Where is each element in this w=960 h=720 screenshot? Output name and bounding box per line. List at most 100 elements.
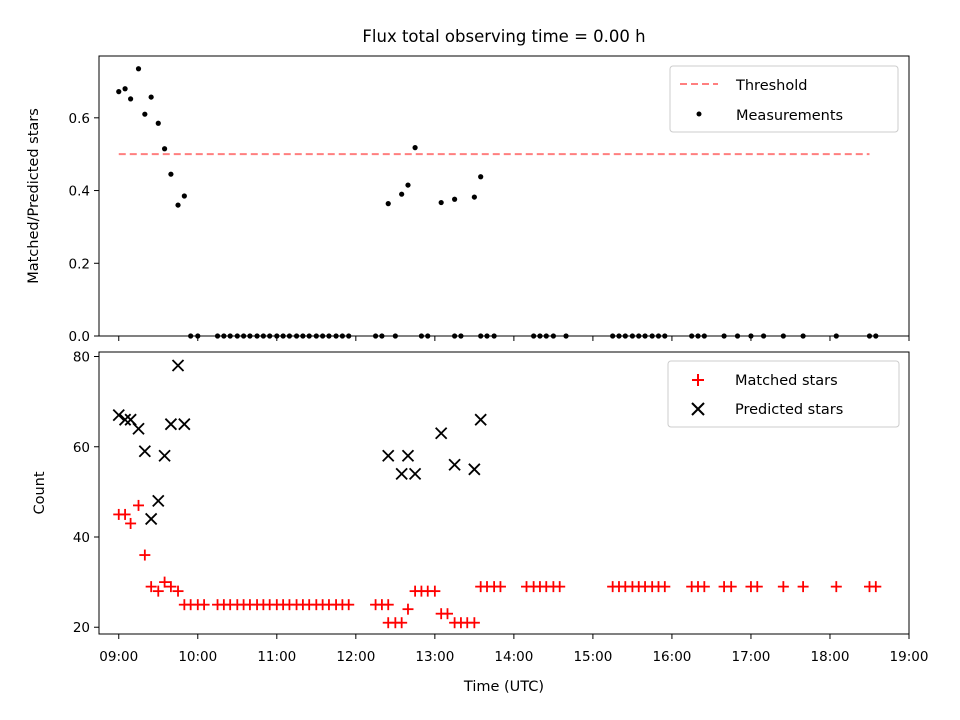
measurement-point — [405, 182, 411, 188]
top-y-tick-label: 0.0 — [69, 329, 90, 345]
matched-stars-point — [659, 581, 671, 593]
measurement-point — [471, 194, 477, 200]
predicted-stars-point — [158, 449, 171, 462]
predicted-stars-point — [152, 494, 165, 508]
matched-stars-point — [139, 549, 151, 561]
measurement-point — [148, 94, 154, 100]
bottom-y-tick-label: 80 — [73, 350, 90, 366]
x-tick-label: 16:00 — [652, 649, 691, 665]
measurement-point — [116, 89, 122, 95]
legend-predicted-swatch — [691, 402, 705, 416]
x-tick-label: 12:00 — [336, 649, 375, 665]
measurement-point — [122, 86, 128, 92]
bottom-legend: Matched stars Predicted stars — [667, 360, 900, 428]
top-y-tick-label: 0.2 — [69, 256, 90, 272]
measurement-point — [142, 111, 148, 117]
predicted-stars-point — [401, 449, 415, 462]
measurement-point — [128, 96, 134, 102]
matched-stars-point — [777, 581, 789, 593]
matched-stars-point — [343, 599, 355, 611]
bottom-legend-box — [667, 360, 900, 428]
measurement-point — [385, 201, 391, 207]
measurement-point — [181, 193, 187, 199]
matched-stars-point — [152, 585, 164, 597]
x-tick-label: 15:00 — [573, 649, 612, 665]
predicted-stars-point — [132, 422, 145, 435]
predicted-stars-point — [145, 512, 158, 526]
predicted-stars-point — [171, 359, 185, 372]
top-legend: Threshold Measurements — [669, 65, 899, 133]
matched-stars-point — [725, 581, 737, 593]
bottom-axis-ticks: 09:00 10:00 11:00 12:00 13:00 14:00 15:00 16:00… — [73, 350, 929, 665]
bottom-y-axis-label: Count — [32, 471, 48, 514]
legend-predicted-label: Predicted stars — [735, 402, 843, 418]
measurement-point — [452, 196, 458, 202]
bottom-panel: 09:00 10:00 11:00 12:00 13:00 14:00 15:00 16:00… — [32, 350, 928, 665]
matched-stars-point — [382, 599, 394, 611]
matched-stars-point — [172, 585, 184, 597]
measurement-point — [399, 191, 405, 197]
bottom-y-tick-label: 40 — [73, 530, 90, 546]
predicted-stars-point — [435, 427, 448, 440]
legend-measurements-label: Measurements — [736, 108, 843, 124]
top-axis-ticks: 0.0 0.2 0.4 0.6 — [69, 111, 910, 345]
matched-stars-point — [396, 617, 408, 629]
matched-stars-point — [870, 581, 882, 593]
top-y-tick-label: 0.4 — [69, 184, 90, 200]
bottom-plot-marks — [112, 359, 882, 629]
bottom-plot-frame — [98, 351, 910, 635]
x-tick-label: 18:00 — [811, 649, 850, 665]
matched-stars-point — [429, 585, 441, 597]
legend-matched-swatch — [692, 374, 704, 386]
matched-stars-point — [554, 581, 566, 593]
bottom-y-tick-label: 60 — [73, 440, 90, 456]
top-y-axis-label: Matched/Predicted stars — [26, 108, 42, 284]
measurement-point — [438, 199, 444, 206]
x-tick-label: 09:00 — [99, 649, 138, 665]
measurement-point — [135, 66, 142, 72]
measurement-point — [161, 146, 168, 152]
matched-stars-point — [494, 581, 506, 593]
predicted-stars-point — [178, 418, 191, 431]
legend-matched-label: Matched stars — [735, 373, 838, 389]
matched-stars-point — [119, 508, 131, 520]
matched-stars-point — [698, 581, 710, 593]
matched-stars-point — [159, 576, 171, 588]
x-axis-label: Time (UTC) — [463, 679, 544, 695]
top-panel: 0.0 0.2 0.4 0.6 Matched/Predicted stars Thr… — [26, 55, 910, 345]
predicted-stars-point — [118, 413, 132, 426]
predicted-stars-point — [448, 458, 461, 471]
legend-threshold-label: Threshold — [735, 78, 807, 94]
x-tick-label: 10:00 — [178, 649, 217, 665]
measurement-point — [168, 171, 174, 177]
predicted-stars-point — [382, 449, 395, 462]
predicted-stars-point — [112, 409, 125, 422]
matched-stars-point — [830, 581, 842, 593]
x-tick-label: 14:00 — [494, 649, 533, 665]
matched-stars-point — [133, 499, 145, 511]
matched-stars-point — [797, 581, 809, 593]
measurement-point — [478, 174, 484, 180]
x-tick-label: 11:00 — [257, 649, 296, 665]
predicted-stars-point — [395, 467, 408, 480]
predicted-stars-point — [164, 418, 178, 431]
matched-stars-point — [751, 581, 763, 593]
matched-stars-point — [125, 517, 137, 529]
matched-stars-point — [145, 581, 157, 593]
top-y-tick-label: 0.6 — [69, 111, 90, 127]
matched-stars-point — [165, 581, 177, 593]
x-tick-label: 19:00 — [890, 649, 929, 665]
predicted-stars-point — [138, 445, 151, 458]
matched-stars-point — [468, 617, 480, 629]
figure-title: Flux total observing time = 0.00 h — [362, 27, 645, 46]
top-plot-frame — [98, 55, 910, 337]
matched-stars-point — [441, 608, 453, 620]
predicted-stars-point — [474, 413, 487, 426]
top-legend-box — [669, 65, 899, 133]
x-tick-label: 17:00 — [731, 649, 770, 665]
measurement-point — [175, 202, 181, 208]
legend-measurements-swatch — [696, 111, 702, 117]
matched-stars-point — [402, 603, 414, 615]
matched-stars-point — [198, 599, 210, 611]
